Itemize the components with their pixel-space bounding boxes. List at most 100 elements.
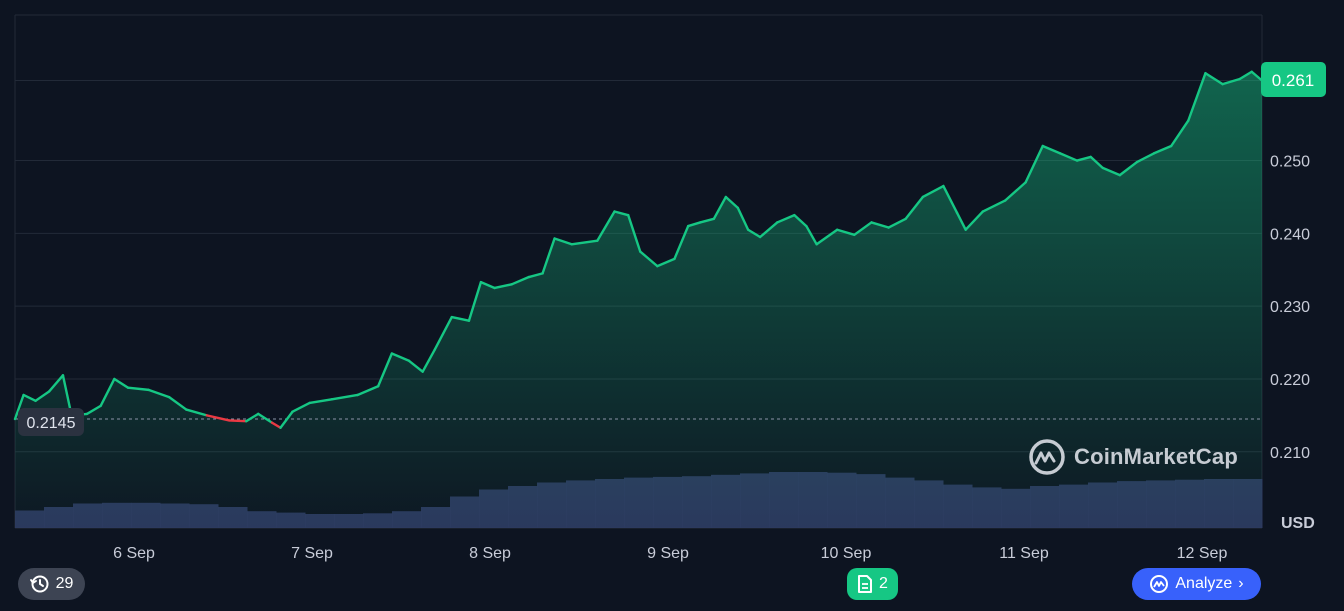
price-segment	[34, 390, 51, 402]
price-segment	[1058, 152, 1079, 162]
x-tick-label: 11 Sep	[999, 545, 1049, 562]
price-segment	[356, 385, 380, 397]
price-segment	[815, 228, 839, 246]
price-segment	[450, 315, 471, 322]
price-segment	[613, 210, 630, 217]
x-tick-label: 12 Sep	[1177, 545, 1228, 562]
price-segment	[510, 275, 531, 286]
price-segment	[1118, 160, 1139, 177]
price-segment	[291, 401, 311, 413]
price-segment	[904, 195, 925, 221]
price-segment	[627, 213, 642, 253]
price-segment	[736, 206, 750, 231]
price-segment	[227, 419, 248, 423]
price-segment	[13, 393, 25, 421]
price-segment	[167, 395, 188, 411]
price-segment	[99, 377, 116, 408]
price-segment	[656, 257, 676, 268]
price-segment	[955, 211, 967, 231]
current-price-label: 0.261	[1261, 62, 1326, 97]
news-button[interactable]: 2	[847, 568, 898, 600]
chevron-right-icon: ›	[1238, 575, 1244, 592]
history-icon	[29, 575, 49, 593]
price-segment	[279, 410, 294, 429]
history-button[interactable]: 29	[18, 568, 85, 600]
price-segment	[467, 280, 483, 322]
y-tick-label: 0.230	[1270, 299, 1310, 316]
price-segment	[1152, 144, 1173, 155]
price-segment	[22, 393, 37, 402]
price-segment	[407, 359, 424, 373]
y-tick-label: 0.210	[1270, 445, 1310, 462]
price-segment	[776, 213, 796, 224]
price-segment	[1204, 71, 1224, 86]
price-segment	[964, 210, 984, 231]
price-segment	[126, 386, 150, 392]
price-segment	[673, 224, 690, 261]
y-tick-label: 0.250	[1270, 154, 1310, 171]
price-segment	[921, 184, 945, 199]
price-line	[13, 70, 1264, 429]
price-segment	[1238, 70, 1253, 81]
price-segment	[257, 412, 274, 424]
price-segment	[493, 283, 513, 290]
price-segment	[981, 199, 1007, 213]
price-segment	[887, 217, 907, 229]
price-segment	[870, 221, 890, 229]
y-axis-ticks: 0.250 0.240 0.230 0.220 0.210	[1270, 154, 1310, 462]
price-segment	[479, 280, 496, 290]
x-tick-label: 9 Sep	[647, 545, 689, 562]
x-axis-ticks: 6 Sep 7 Sep 8 Sep 9 Sep 10 Sep 11 Sep 12 Sep	[113, 545, 1227, 562]
coinmarketcap-icon	[1029, 439, 1065, 475]
price-segment	[596, 210, 616, 242]
price-segment	[942, 184, 959, 215]
price-segment	[793, 213, 808, 228]
price-segment	[805, 224, 818, 246]
news-count: 2	[879, 575, 888, 592]
price-segment	[553, 237, 573, 246]
price-segment	[270, 421, 282, 429]
price-segment	[835, 228, 856, 237]
price-segment	[185, 408, 209, 417]
svg-text:0.261: 0.261	[1272, 71, 1315, 90]
x-tick-label: 7 Sep	[291, 545, 333, 562]
price-segment	[712, 195, 728, 221]
y-tick-label: 0.220	[1270, 372, 1310, 389]
price-segment	[245, 412, 260, 423]
price-segment	[1101, 166, 1122, 177]
price-segment	[853, 221, 873, 237]
price-segment	[330, 393, 359, 401]
price-area	[15, 71, 1262, 528]
history-count: 29	[55, 575, 74, 592]
price-segment	[1170, 119, 1190, 148]
x-tick-label: 6 Sep	[113, 545, 155, 562]
price-segment	[1187, 71, 1207, 122]
document-icon	[858, 575, 873, 593]
price-segment	[758, 221, 779, 239]
price-segment	[1221, 77, 1241, 86]
price-segment	[746, 228, 762, 239]
analyze-button[interactable]: Analyze ›	[1132, 568, 1261, 600]
price-segment	[1024, 144, 1044, 184]
price-segment	[113, 377, 130, 389]
price-segment	[698, 217, 716, 224]
price-segment	[1089, 155, 1104, 170]
price-segment	[527, 272, 544, 279]
price-segment	[1135, 152, 1156, 164]
price-segment	[1041, 144, 1062, 155]
price-segment	[570, 239, 599, 246]
price-segment	[85, 404, 102, 416]
price-segment	[308, 398, 334, 405]
analyze-icon	[1150, 575, 1169, 593]
coinmarketcap-logo: CoinMarketCap	[1028, 438, 1238, 476]
logo-text: CoinMarketCap	[1074, 444, 1238, 469]
price-segment	[421, 348, 436, 373]
svg-text:0.2145: 0.2145	[27, 415, 76, 432]
price-segment	[376, 352, 394, 388]
price-segment	[205, 414, 231, 422]
y-tick-label: 0.240	[1270, 226, 1310, 243]
price-segment	[390, 352, 411, 362]
unit-label: USD	[1281, 515, 1315, 532]
x-tick-label: 8 Sep	[469, 545, 511, 562]
